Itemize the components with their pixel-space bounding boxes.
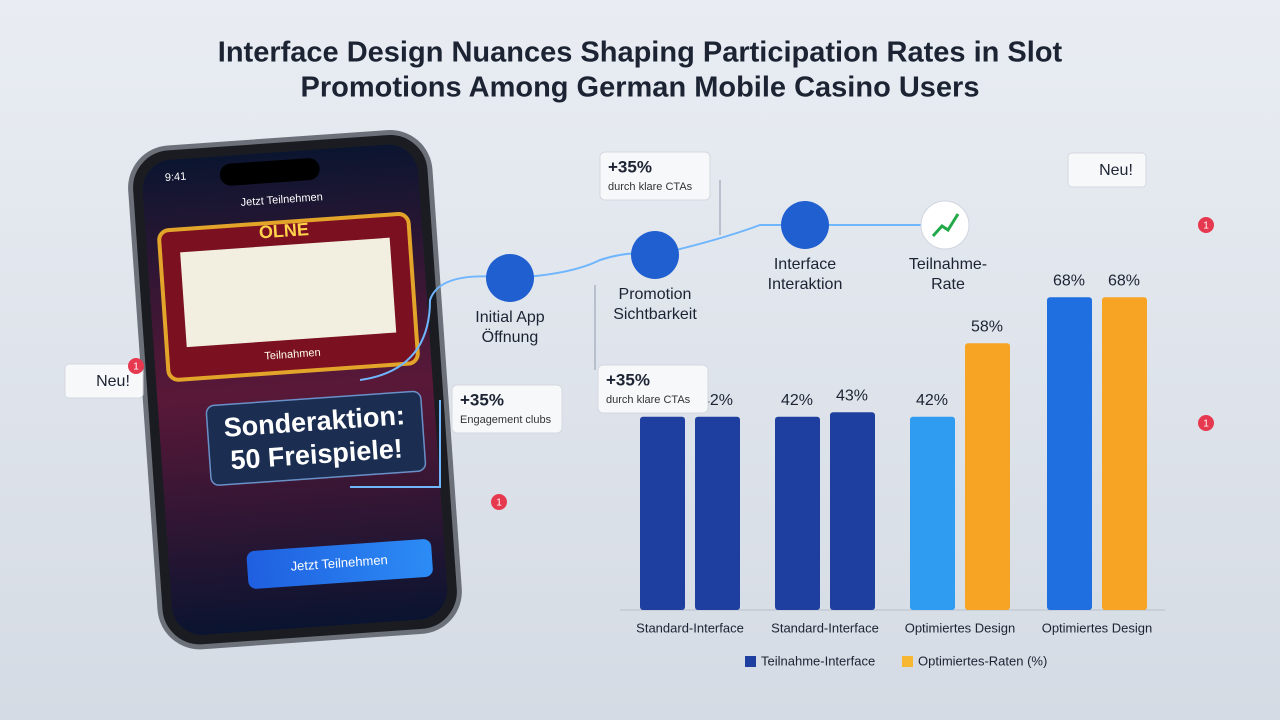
flow-line xyxy=(359,224,945,381)
count-badge xyxy=(128,358,144,374)
bar xyxy=(640,416,685,610)
bar xyxy=(910,416,955,610)
slot-sign: OLNE xyxy=(258,219,309,242)
node-label: Interaktion xyxy=(768,276,843,293)
node-label: Promotion xyxy=(619,286,692,303)
callout-value: +35% xyxy=(606,370,650,389)
phone-time: 9:41 xyxy=(164,171,186,184)
phone: 9:41 Jetzt Teilnehmen OLNE Teilnahmen So… xyxy=(128,129,462,650)
callout-text: Engagement clubs xyxy=(460,414,552,426)
slot-banner: Teilnahmen xyxy=(264,347,321,363)
cta-label[interactable]: Jetzt Teilnehmen xyxy=(290,552,388,574)
node-label: Sichtbarkeit xyxy=(613,306,697,323)
new-badge-text: Neu! xyxy=(96,373,130,390)
bar xyxy=(775,416,820,610)
callout-box xyxy=(599,151,711,201)
value-label: 68% xyxy=(1053,272,1085,289)
title-line: Interface Design Nuances Shaping Partici… xyxy=(218,37,1063,69)
node-label: Interface xyxy=(774,256,836,273)
value-label: 42% xyxy=(701,392,733,409)
callout-value: +35% xyxy=(608,157,652,176)
count-badge xyxy=(1198,217,1214,233)
new-badge-text: Neu! xyxy=(1099,162,1133,179)
cta-button[interactable] xyxy=(246,539,433,590)
bar xyxy=(830,412,875,610)
legend-label: Teilnahme-Interface xyxy=(761,653,875,668)
callout-text: durch klare CTAs xyxy=(606,394,691,406)
bar xyxy=(1102,297,1147,610)
legend-swatch xyxy=(902,656,913,667)
x-tick-label: Standard-Interface xyxy=(771,620,879,635)
node-label: Rate xyxy=(931,276,965,293)
node-label: Initial App xyxy=(475,309,544,326)
count-badge xyxy=(1198,415,1214,431)
bar xyxy=(695,416,740,610)
app-title: Jetzt Teilnehmen xyxy=(240,191,323,209)
legend-swatch xyxy=(745,656,756,667)
value-label: 68% xyxy=(1108,272,1140,289)
callout-box xyxy=(597,364,709,414)
x-tick-label: Optimiertes Design xyxy=(1042,620,1153,635)
callout-box xyxy=(451,384,563,434)
value-label: 58% xyxy=(971,318,1003,335)
count-text: 1 xyxy=(496,498,502,509)
connector xyxy=(594,180,721,370)
count-text: 1 xyxy=(1203,419,1209,430)
x-tick-label: Optimiertes Design xyxy=(905,620,1016,635)
new-badge xyxy=(64,363,144,399)
title-line: Promotions Among German Mobile Casino Us… xyxy=(301,72,980,104)
flow-line xyxy=(350,400,441,488)
count-text: 1 xyxy=(1203,221,1209,232)
callout-text: durch klare CTAs xyxy=(608,181,693,193)
callout-value: +35% xyxy=(460,390,504,409)
value-label: 43% xyxy=(836,387,868,404)
flow-icons xyxy=(486,200,970,302)
value-label: 42% xyxy=(916,392,948,409)
node-label: Öffnung xyxy=(482,328,539,346)
value-label: 42% xyxy=(781,392,813,409)
count-badge xyxy=(491,494,507,510)
legend-label: Optimiertes-Raten (%) xyxy=(918,653,1047,668)
x-tick-label: Standard-Interface xyxy=(636,620,744,635)
bar xyxy=(965,343,1010,610)
bar xyxy=(1047,297,1092,610)
node-label: Teilnahme- xyxy=(909,256,987,273)
count-text: 1 xyxy=(133,362,139,373)
new-badge xyxy=(1067,152,1147,188)
